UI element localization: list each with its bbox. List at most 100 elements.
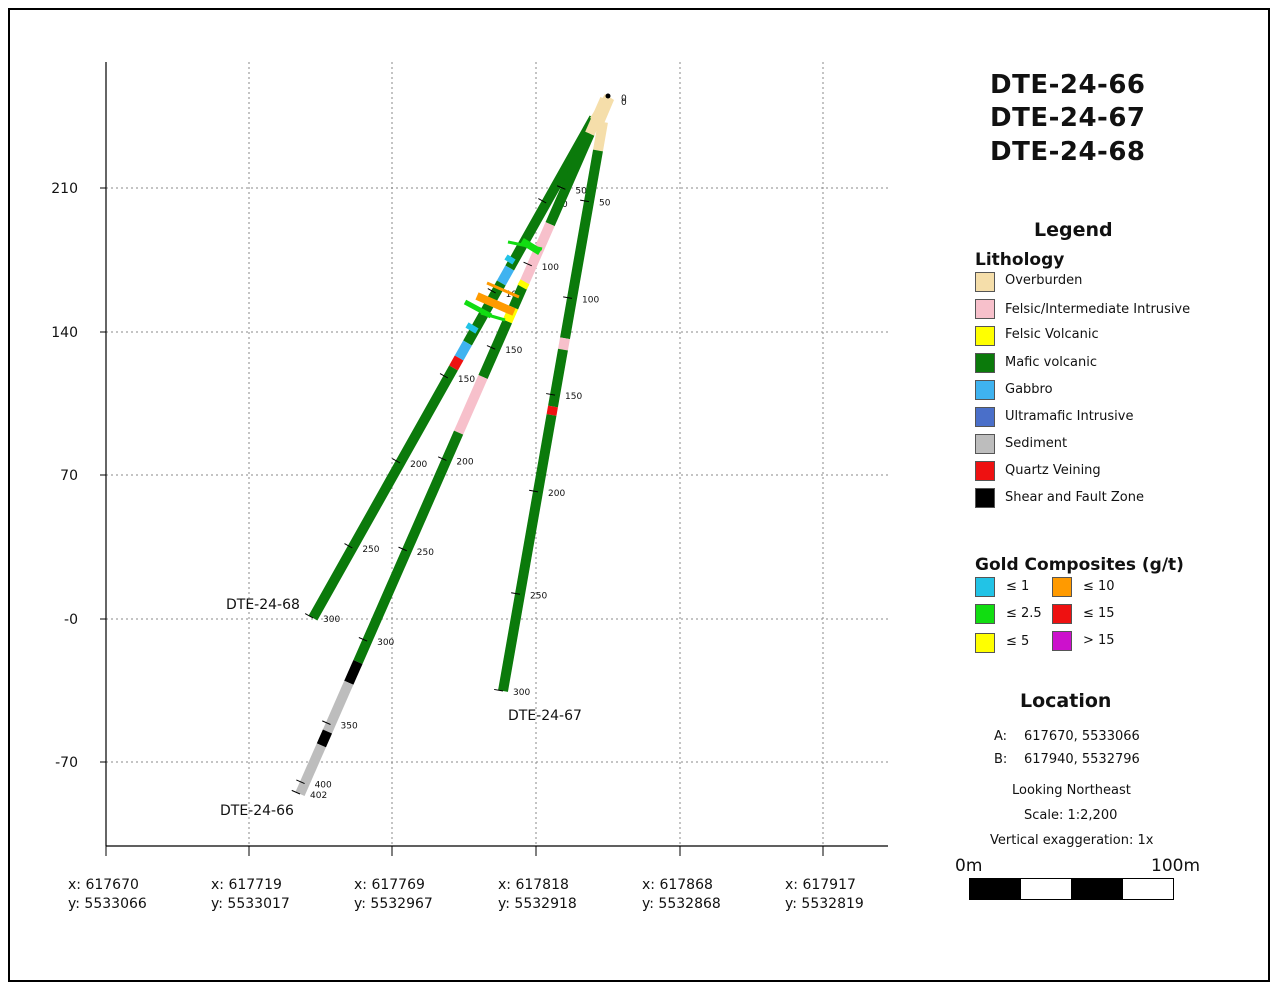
depth-tick-1-0	[556, 185, 566, 190]
depth-tick-1-3	[437, 456, 447, 461]
depth-tick-0-0	[538, 198, 547, 204]
swatch-quartz-veining	[975, 461, 995, 481]
x-tick-label-northing-0: y: 5533066	[68, 896, 147, 912]
depth-label-1-6: 350	[341, 722, 358, 732]
swatch-gold-over-15	[1052, 631, 1072, 651]
swatch-gold-1	[975, 577, 995, 597]
depth-tick-0-1	[487, 288, 496, 294]
location-heading: Location	[1020, 690, 1112, 712]
depth-label-1-8: 402	[310, 791, 327, 801]
hole-interval-1-7	[353, 430, 464, 664]
x-tick-label-easting-5: x: 617917	[785, 877, 856, 893]
gold-composites-heading: Gold Composites (g/t)	[975, 555, 1184, 575]
hole-interval-2-1	[560, 149, 603, 340]
legend-heading: Legend	[1034, 219, 1113, 241]
scale-bar-left-label: 0m	[955, 856, 983, 876]
hole-interval-1-10	[316, 729, 333, 748]
depth-label-0-3: 200	[410, 460, 427, 470]
swatch-overburden	[975, 272, 995, 292]
hole-interval-1-2	[518, 222, 555, 289]
hole-interval-2-4	[546, 405, 558, 416]
location-a-value: 617670, 5533066	[1024, 729, 1140, 744]
x-tick-label-northing-3: y: 5532918	[498, 896, 577, 912]
hole-interval-1-9	[322, 680, 354, 734]
hole-label-dte-24-67: DTE-24-67	[508, 708, 582, 724]
depth-tick-2-2	[546, 393, 556, 396]
swatch-gold-10	[1052, 577, 1072, 597]
depth-label-1-7: 400	[315, 781, 332, 791]
legend-label-gabbro: Gabbro	[1005, 382, 1053, 397]
hole-interval-0-5	[308, 365, 458, 621]
gold-intercept-7	[480, 311, 506, 322]
depth-label-0-5: 300	[323, 615, 340, 625]
x-tick-label-northing-2: y: 5532967	[354, 896, 433, 912]
depth-label-1-3: 200	[456, 457, 473, 467]
vertical-exaggeration: Vertical exaggeration: 1x	[990, 833, 1154, 848]
scale-bar-segment-1	[969, 878, 1021, 900]
legend-label-ultramafic: Ultramafic Intrusive	[1005, 409, 1134, 424]
depth-tick-0-4	[344, 543, 353, 549]
swatch-sediment	[975, 434, 995, 454]
legend-label-gold-5: ≤ 5	[1006, 634, 1030, 649]
lithology-heading: Lithology	[975, 250, 1065, 270]
view-direction: Looking Northeast	[1012, 783, 1131, 798]
legend-label-quartz-veining: Quartz Veining	[1005, 463, 1101, 478]
depth-label-1-2: 150	[505, 346, 522, 356]
collar-overburden-cap	[590, 94, 614, 126]
gold-intercept-8	[465, 322, 479, 334]
depth-label-0-4: 250	[362, 545, 379, 555]
depth-label-1-4: 250	[417, 548, 434, 558]
x-tick-label-northing-4: y: 5532868	[642, 896, 721, 912]
legend-label-felsic-volcanic: Felsic Volcanic	[1005, 327, 1099, 342]
swatch-gold-5	[975, 633, 995, 653]
depth-tick-1-2	[486, 345, 496, 350]
hole-interval-1-1	[545, 131, 595, 227]
swatch-shear-fault	[975, 488, 995, 508]
hole-label-dte-24-68: DTE-24-68	[226, 597, 300, 613]
hole-interval-0-1	[496, 265, 515, 286]
gold-intercept-2	[504, 254, 516, 265]
depth-tick-1-8	[291, 789, 301, 795]
depth-tick-1-7	[296, 779, 305, 785]
gold-intercept-1	[520, 238, 542, 255]
x-tick-label-easting-2: x: 617769	[354, 877, 425, 893]
depth-tick-2-0	[580, 199, 590, 203]
legend-label-felsic-intrusive: Felsic/Intermediate Intrusive	[1005, 302, 1191, 317]
depth-tick-1-6	[322, 720, 331, 725]
swatch-gabbro	[975, 380, 995, 400]
depth-tick-2-4	[511, 592, 521, 595]
grid-lines	[106, 62, 888, 846]
hole-title-2: DTE-24-67	[990, 103, 1146, 133]
location-b-label: B:	[994, 752, 1008, 767]
depth-tick-1-1	[523, 261, 533, 267]
legend-label-mafic-volcanic: Mafic volcanic	[1005, 355, 1098, 370]
legend-label-gold-2-5: ≤ 2.5	[1006, 606, 1042, 621]
x-tick-label-northing-1: y: 5533017	[211, 896, 290, 912]
hole-interval-2-3	[548, 348, 568, 408]
scale-bar-segment-3	[1071, 878, 1123, 900]
depth-label-1-5: 300	[377, 638, 394, 648]
swatch-ultramafic	[975, 407, 995, 427]
depth-tick-0-3	[392, 458, 401, 464]
y-tick-label-2: 70	[60, 468, 78, 484]
legend-label-overburden: Overburden	[1005, 273, 1083, 288]
swatch-gold-2-5	[975, 604, 995, 624]
hole-interval-2-2	[558, 337, 570, 351]
x-tick-label-easting-4: x: 617868	[642, 877, 713, 893]
legend-label-gold-over-15: > 15	[1083, 633, 1115, 648]
hole-interval-1-6	[454, 374, 488, 435]
depth-tick-2-3	[529, 489, 539, 493]
hole-interval-2-0	[593, 121, 608, 152]
scale-bar-segment-2	[1020, 878, 1072, 900]
location-b-value: 617940, 5532796	[1024, 752, 1140, 767]
gold-intercept-3	[517, 279, 530, 290]
gold-composite-intercepts	[463, 238, 543, 334]
depth-tick-0-5	[304, 613, 314, 619]
hole-title-3: DTE-24-68	[990, 137, 1146, 167]
map-frame	[8, 8, 1270, 982]
swatch-gold-15	[1052, 604, 1072, 624]
hole-label-dte-24-66: DTE-24-66	[220, 803, 294, 819]
legend-label-gold-1: ≤ 1	[1006, 579, 1030, 594]
depth-label-1-1: 100	[542, 263, 559, 273]
